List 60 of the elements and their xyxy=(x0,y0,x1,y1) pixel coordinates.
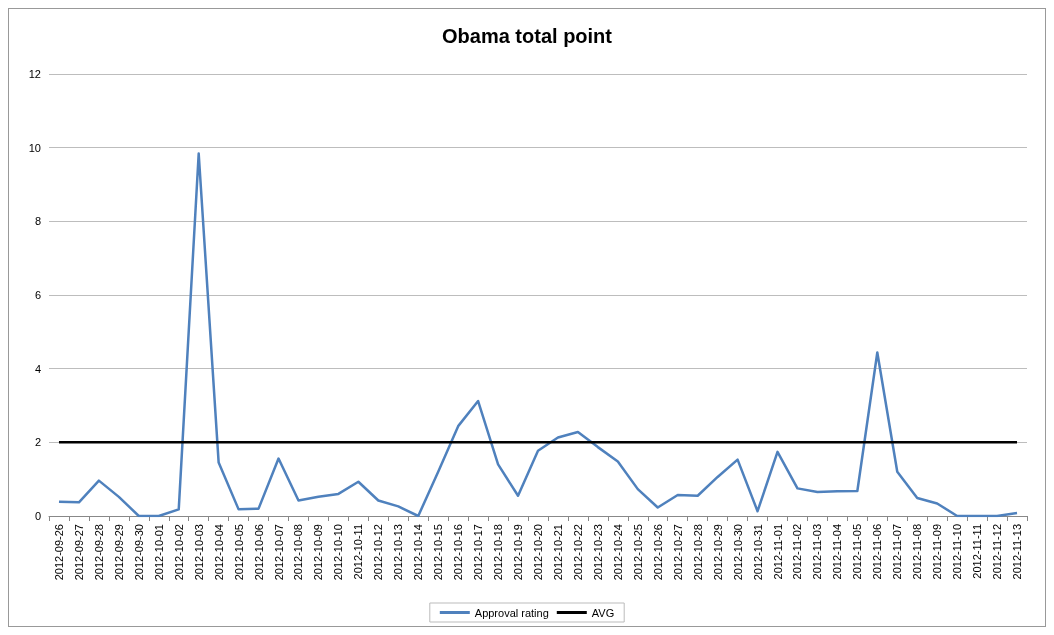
x-tick-label: 2012-10-09 xyxy=(312,524,325,581)
y-tick-label: 2 xyxy=(34,436,41,449)
legend-label: AVG xyxy=(591,606,615,619)
x-tick-label: 2012-10-23 xyxy=(591,524,604,581)
x-tick-label: 2012-09-27 xyxy=(72,524,85,581)
x-tick-label: 2012-11-08 xyxy=(911,524,924,580)
y-tick-label: 4 xyxy=(34,362,41,375)
x-tick-label: 2012-10-30 xyxy=(731,524,744,581)
x-tick-label: 2012-10-28 xyxy=(691,524,704,581)
x-tick-label: 2012-10-24 xyxy=(611,524,624,581)
x-tick-label: 2012-09-26 xyxy=(52,524,65,581)
x-tick-label: 2012-10-01 xyxy=(152,524,165,581)
x-tick-label: 2012-11-02 xyxy=(791,524,804,580)
x-tick-label: 2012-11-06 xyxy=(871,524,884,580)
x-tick-label: 2012-10-04 xyxy=(212,524,225,581)
chart-title: Obama total point xyxy=(442,25,613,47)
x-tick-label: 2012-10-06 xyxy=(252,524,265,581)
x-tick-label: 2012-11-12 xyxy=(991,524,1004,580)
x-tick-label: 2012-11-13 xyxy=(1011,524,1024,580)
x-tick-label: 2012-10-13 xyxy=(392,524,405,581)
x-tick-label: 2012-10-19 xyxy=(512,524,525,581)
x-tick-label: 2012-10-21 xyxy=(551,524,564,581)
y-tick-label: 10 xyxy=(28,141,41,154)
y-tick-label: 8 xyxy=(34,215,41,228)
x-tick-label: 2012-09-28 xyxy=(92,524,105,581)
x-tick-label: 2012-11-10 xyxy=(951,524,964,580)
x-tick-label: 2012-09-30 xyxy=(132,524,145,581)
x-tick-label: 2012-10-29 xyxy=(711,524,724,581)
x-tick-label: 2012-11-05 xyxy=(851,524,864,580)
x-tick-label: 2012-10-16 xyxy=(452,524,465,581)
x-tick-label: 2012-10-05 xyxy=(232,524,245,581)
x-tick-label: 2012-11-04 xyxy=(831,524,844,580)
x-tick-label: 2012-09-29 xyxy=(112,524,125,581)
x-tick-label: 2012-10-31 xyxy=(751,524,764,581)
x-tick-label: 2012-10-15 xyxy=(432,524,445,581)
x-tick-label: 2012-11-09 xyxy=(931,524,944,580)
x-tick-label: 2012-11-01 xyxy=(771,524,784,580)
x-tick-label: 2012-10-03 xyxy=(192,524,205,581)
x-tick-label: 2012-10-14 xyxy=(412,524,425,581)
legend-label: Approval rating xyxy=(474,606,549,619)
x-tick-label: 2012-10-07 xyxy=(272,524,285,581)
x-tick-label: 2012-10-17 xyxy=(472,524,485,581)
x-tick-label: 2012-11-03 xyxy=(811,524,824,580)
y-tick-label: 0 xyxy=(34,510,41,522)
x-tick-label: 2012-10-18 xyxy=(492,524,505,581)
x-tick-label: 2012-10-11 xyxy=(352,524,365,580)
x-tick-label: 2012-10-02 xyxy=(172,524,185,581)
x-tick-label: 2012-11-11 xyxy=(971,524,984,579)
x-tick-label: 2012-11-07 xyxy=(891,524,904,580)
line-series xyxy=(57,152,1019,518)
y-tick-label: 6 xyxy=(34,289,41,301)
x-tick-label: 2012-10-25 xyxy=(631,524,644,581)
x-tick-label: 2012-10-26 xyxy=(651,524,664,581)
x-tick-label: 2012-10-10 xyxy=(332,524,345,581)
x-tick-label: 2012-10-12 xyxy=(372,524,385,581)
x-tick-label: 2012-10-22 xyxy=(571,524,584,581)
x-tick-label: 2012-10-20 xyxy=(532,524,544,581)
x-tick-label: 2012-10-27 xyxy=(671,524,684,581)
x-tick-label: 2012-10-08 xyxy=(292,524,305,581)
y-tick-label: 12 xyxy=(28,68,41,80)
